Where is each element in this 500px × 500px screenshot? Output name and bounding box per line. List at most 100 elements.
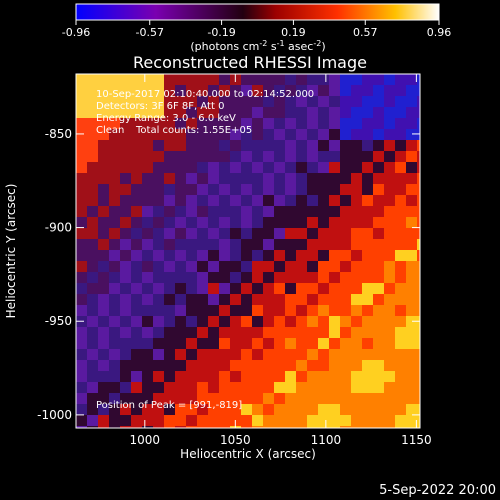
map-pixel	[197, 349, 209, 361]
map-pixel	[109, 140, 121, 152]
map-pixel	[406, 184, 418, 196]
map-pixel	[230, 151, 242, 163]
map-pixel	[296, 96, 308, 108]
map-pixel	[329, 173, 341, 185]
map-pixel	[186, 415, 198, 427]
map-pixel	[219, 239, 231, 251]
map-pixel	[274, 283, 286, 295]
map-pixel	[263, 184, 275, 196]
map-pixel	[131, 426, 143, 428]
map-pixel	[76, 96, 88, 108]
map-pixel	[285, 74, 297, 86]
map-pixel	[164, 404, 176, 416]
map-pixel	[164, 184, 176, 196]
map-pixel	[406, 349, 418, 361]
map-pixel	[340, 283, 352, 295]
map-pixel	[417, 261, 420, 273]
map-pixel	[263, 261, 275, 273]
map-pixel	[219, 195, 231, 207]
map-pixel	[362, 195, 374, 207]
map-pixel	[142, 338, 154, 350]
map-pixel	[252, 250, 264, 262]
map-pixel	[186, 96, 198, 108]
map-pixel	[263, 360, 275, 372]
peak-position-label: Position of Peak = [991,-819]	[96, 400, 242, 411]
map-pixel	[263, 415, 275, 427]
map-pixel	[219, 162, 231, 174]
map-pixel	[76, 415, 88, 427]
map-pixel	[384, 404, 396, 416]
map-pixel	[417, 283, 420, 295]
map-pixel	[241, 349, 253, 361]
map-pixel	[153, 283, 165, 295]
map-pixel	[285, 349, 297, 361]
map-pixel	[362, 129, 374, 141]
map-pixel	[241, 393, 253, 405]
map-pixel	[87, 261, 99, 273]
map-pixel	[417, 118, 420, 130]
map-pixel	[373, 338, 385, 350]
map-pixel	[351, 118, 363, 130]
map-pixel	[186, 338, 198, 350]
map-pixel	[329, 415, 341, 427]
map-pixel	[219, 85, 231, 97]
map-pixel	[307, 316, 319, 328]
map-pixel	[109, 206, 121, 218]
map-pixel	[131, 283, 143, 295]
map-pixel	[164, 415, 176, 427]
map-pixel	[329, 393, 341, 405]
map-pixel	[164, 217, 176, 229]
map-pixel	[131, 129, 143, 141]
map-pixel	[340, 327, 352, 339]
map-pixel	[417, 393, 420, 405]
map-pixel	[362, 305, 374, 317]
map-pixel	[329, 360, 341, 372]
map-pixel	[241, 118, 253, 130]
map-pixel	[230, 404, 242, 416]
map-pixel	[175, 206, 187, 218]
map-pixel	[274, 261, 286, 273]
map-pixel	[120, 162, 132, 174]
map-pixel	[296, 283, 308, 295]
map-pixel	[164, 151, 176, 163]
map-pixel	[164, 129, 176, 141]
map-pixel	[329, 162, 341, 174]
map-pixel	[318, 206, 330, 218]
map-pixel	[142, 74, 154, 86]
map-pixel	[208, 283, 220, 295]
map-pixel	[109, 382, 121, 394]
map-pixel	[197, 305, 209, 317]
map-pixel	[208, 261, 220, 273]
map-pixel	[131, 327, 143, 339]
map-pixel	[373, 217, 385, 229]
map-pixel	[164, 239, 176, 251]
map-pixel	[252, 206, 264, 218]
map-pixel	[340, 404, 352, 416]
map-pixel	[329, 195, 341, 207]
map-pixel	[329, 261, 341, 273]
map-pixel	[153, 338, 165, 350]
map-pixel	[285, 228, 297, 240]
map-pixel	[164, 393, 176, 405]
map-pixel	[120, 96, 132, 108]
map-pixel	[329, 74, 341, 86]
map-pixel	[318, 162, 330, 174]
map-pixel	[175, 382, 187, 394]
map-pixel	[120, 184, 132, 196]
map-pixel	[208, 107, 220, 119]
map-pixel	[318, 184, 330, 196]
map-pixel	[274, 360, 286, 372]
map-pixel	[406, 151, 418, 163]
map-pixel	[76, 349, 88, 361]
map-pixel	[219, 151, 231, 163]
map-pixel	[142, 305, 154, 317]
map-pixel	[340, 272, 352, 284]
map-pixel	[153, 272, 165, 284]
map-pixel	[395, 316, 407, 328]
map-pixel	[296, 118, 308, 130]
map-pixel	[329, 85, 341, 97]
map-pixel	[208, 305, 220, 317]
map-pixel	[307, 228, 319, 240]
map-pixel	[197, 228, 209, 240]
map-pixel	[142, 140, 154, 152]
